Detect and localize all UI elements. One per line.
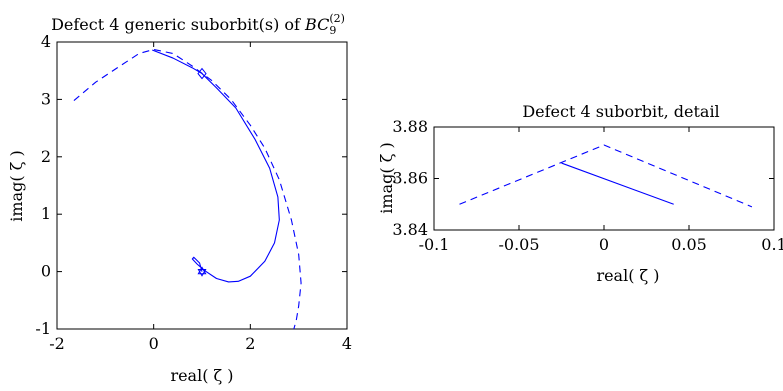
y-tick-label: 4	[41, 32, 51, 51]
main-chart-ticks: -2 0 2 4 -1 0 1 2 3 4	[35, 32, 352, 353]
y-tick-label: 2	[41, 147, 51, 166]
y-tick-label: 0	[41, 262, 51, 281]
x-tick-label: -0.1	[419, 235, 450, 254]
main-chart-xlabel: real( ζ )	[170, 366, 233, 385]
detail-chart-ticks: -0.1 -0.05 0 0.05 0.1 3.84 3.86 3.88	[392, 117, 783, 254]
x-tick-label: 0.1	[761, 235, 783, 254]
series-line-solid	[561, 162, 674, 205]
detail-chart: Defect 4 suborbit, detail real( ζ ) imag…	[377, 102, 783, 285]
detail-chart-title: Defect 4 suborbit, detail	[522, 102, 719, 121]
y-tick-label: 3	[41, 89, 51, 108]
main-chart-axes-box	[56, 41, 348, 330]
series-line-dashed	[459, 144, 753, 208]
y-tick-label: 3.88	[392, 117, 428, 136]
detail-chart-ylabel: imag( ζ )	[377, 142, 396, 213]
y-tick-label: 3.84	[392, 220, 428, 239]
detail-chart-series	[459, 144, 753, 208]
hexagram-marker	[197, 266, 207, 277]
x-tick-label: 0	[599, 235, 609, 254]
main-chart-title: Defect 4 generic suborbit(s) of BC9(2)	[51, 12, 345, 37]
diamond-marker	[197, 67, 207, 80]
x-tick-label: 0.05	[671, 235, 707, 254]
x-tick-label: -0.05	[498, 235, 539, 254]
main-chart-ylabel: imag( ζ )	[7, 150, 26, 221]
x-tick-label: -2	[49, 334, 65, 353]
y-tick-label: 3.86	[392, 169, 428, 188]
y-tick-label: 1	[41, 204, 51, 223]
hexagram-up-triangle	[197, 266, 207, 275]
y-tick-label: -1	[35, 319, 51, 338]
series-line-solid	[152, 49, 280, 283]
main-chart-series	[73, 48, 302, 330]
series-line-dashed	[73, 48, 302, 330]
detail-chart-xlabel: real( ζ )	[596, 266, 659, 285]
x-tick-label: 4	[342, 334, 352, 353]
x-tick-label: 2	[245, 334, 255, 353]
x-tick-label: 0	[149, 334, 159, 353]
main-chart-markers	[197, 67, 207, 277]
main-chart: Defect 4 generic suborbit(s) of BC9(2) r…	[7, 12, 352, 385]
hexagram-down-triangle	[197, 269, 207, 277]
